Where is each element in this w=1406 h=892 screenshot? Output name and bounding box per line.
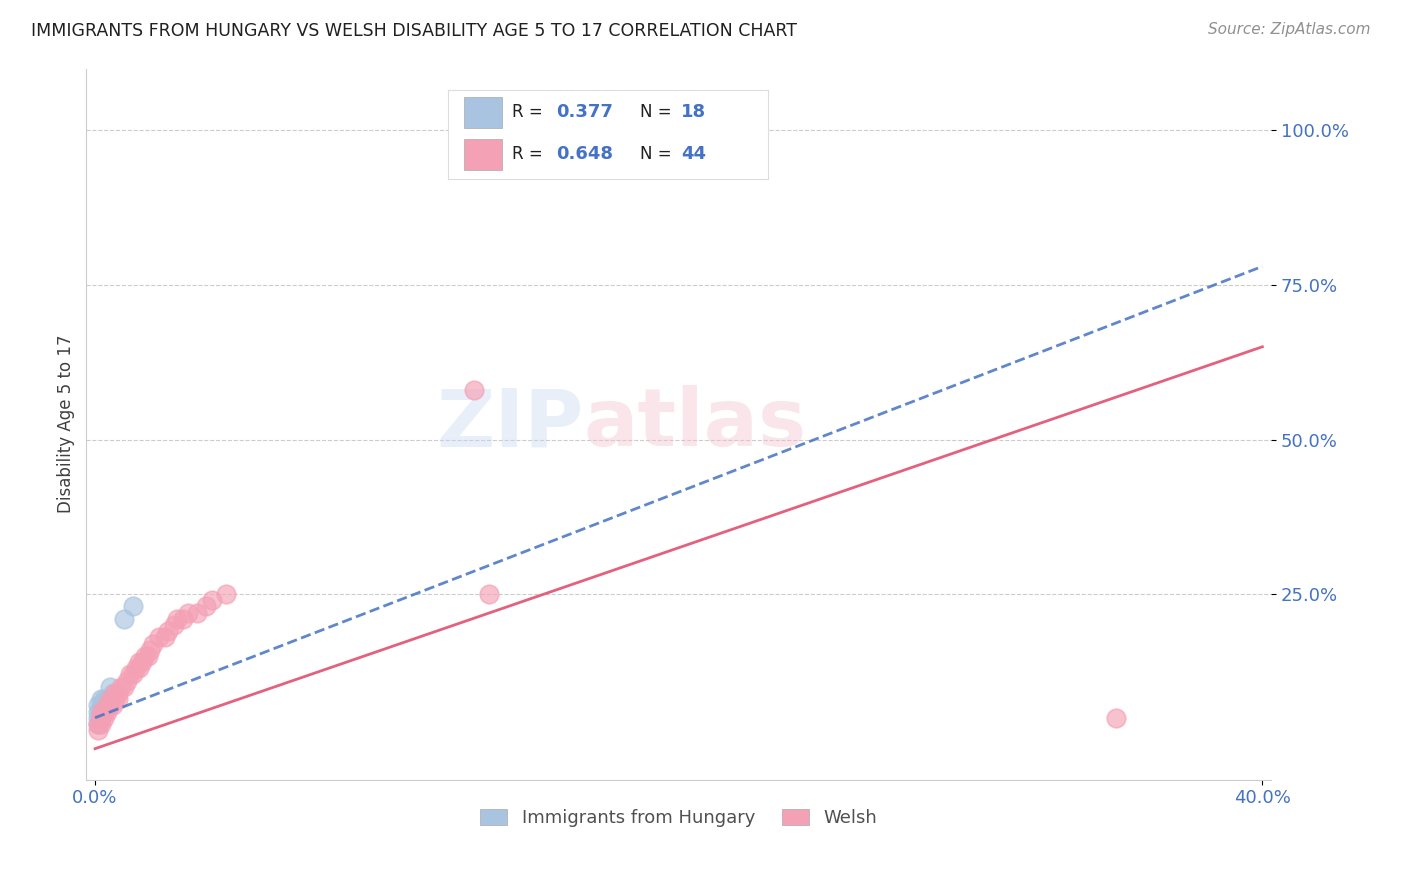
Point bbox=[120, 667, 142, 681]
Point bbox=[93, 705, 115, 719]
Point bbox=[90, 692, 112, 706]
Point bbox=[215, 587, 238, 601]
Legend: Immigrants from Hungary, Welsh: Immigrants from Hungary, Welsh bbox=[472, 802, 884, 835]
Point bbox=[98, 698, 121, 713]
Point bbox=[90, 705, 112, 719]
Point bbox=[128, 661, 150, 675]
Text: Source: ZipAtlas.com: Source: ZipAtlas.com bbox=[1208, 22, 1371, 37]
Point bbox=[131, 655, 153, 669]
Point bbox=[134, 648, 156, 663]
Point bbox=[87, 711, 110, 725]
Point bbox=[107, 692, 129, 706]
Point bbox=[90, 717, 112, 731]
Point bbox=[201, 593, 224, 607]
Point bbox=[87, 723, 110, 738]
Point bbox=[682, 123, 704, 137]
Point bbox=[166, 612, 188, 626]
Point bbox=[177, 606, 200, 620]
Text: atlas: atlas bbox=[583, 385, 807, 463]
Point bbox=[163, 618, 186, 632]
Point bbox=[96, 692, 118, 706]
Point bbox=[107, 686, 129, 700]
Point bbox=[112, 612, 135, 626]
Point bbox=[93, 705, 115, 719]
Point bbox=[93, 692, 115, 706]
Point bbox=[115, 673, 138, 688]
Point bbox=[98, 680, 121, 694]
Point bbox=[122, 667, 145, 681]
Point bbox=[112, 680, 135, 694]
Point bbox=[87, 717, 110, 731]
Point bbox=[90, 698, 112, 713]
Point bbox=[139, 642, 162, 657]
Point bbox=[104, 686, 127, 700]
Point bbox=[93, 698, 115, 713]
Point bbox=[90, 711, 112, 725]
Point bbox=[136, 648, 159, 663]
Point bbox=[194, 599, 217, 614]
Point bbox=[172, 612, 194, 626]
Point bbox=[128, 655, 150, 669]
Point bbox=[101, 686, 124, 700]
Point bbox=[98, 692, 121, 706]
Point bbox=[122, 599, 145, 614]
Point bbox=[96, 698, 118, 713]
Text: ZIP: ZIP bbox=[437, 385, 583, 463]
Y-axis label: Disability Age 5 to 17: Disability Age 5 to 17 bbox=[58, 334, 75, 513]
Point bbox=[125, 661, 148, 675]
Point bbox=[87, 698, 110, 713]
Point bbox=[101, 698, 124, 713]
Point bbox=[1105, 711, 1128, 725]
Point bbox=[186, 606, 208, 620]
Point bbox=[463, 383, 485, 397]
Point bbox=[96, 705, 118, 719]
Point bbox=[110, 680, 132, 694]
Point bbox=[142, 636, 165, 650]
Text: IMMIGRANTS FROM HUNGARY VS WELSH DISABILITY AGE 5 TO 17 CORRELATION CHART: IMMIGRANTS FROM HUNGARY VS WELSH DISABIL… bbox=[31, 22, 797, 40]
Point bbox=[98, 692, 121, 706]
Point bbox=[478, 587, 501, 601]
Point bbox=[153, 631, 176, 645]
Point bbox=[90, 711, 112, 725]
Point bbox=[87, 705, 110, 719]
Point bbox=[87, 717, 110, 731]
Point bbox=[148, 631, 170, 645]
Point bbox=[96, 698, 118, 713]
Point bbox=[90, 705, 112, 719]
Point bbox=[104, 692, 127, 706]
Point bbox=[156, 624, 179, 639]
Point bbox=[93, 711, 115, 725]
